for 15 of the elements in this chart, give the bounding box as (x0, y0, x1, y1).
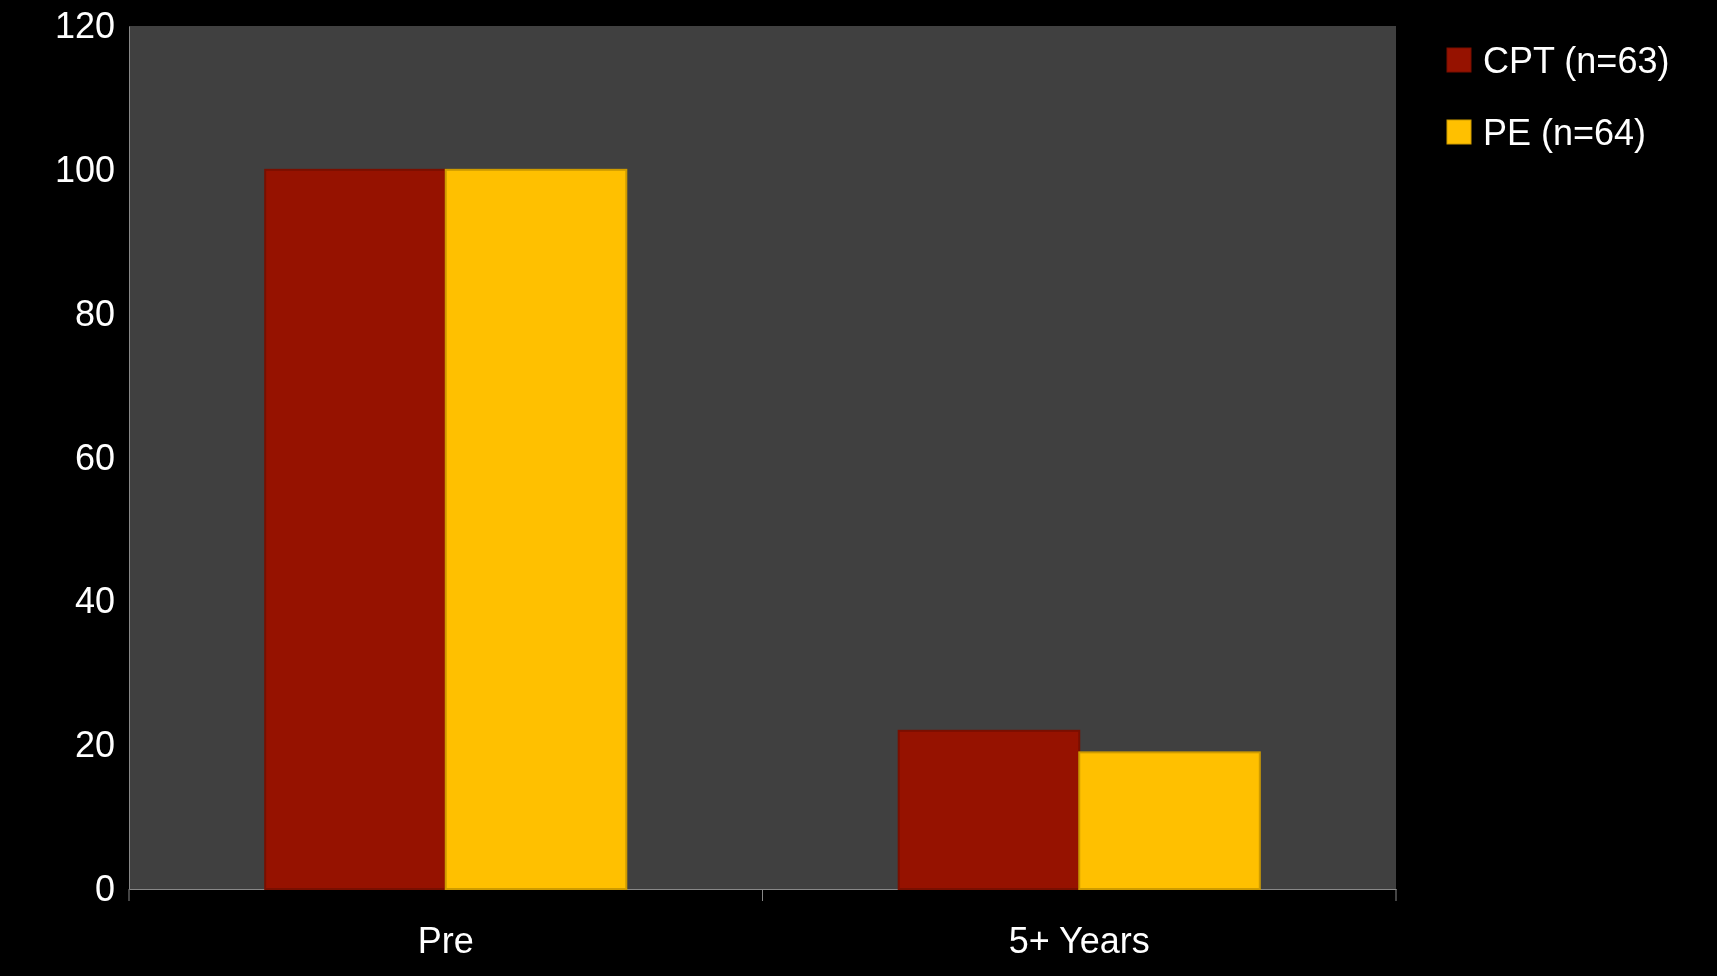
bar (264, 168, 447, 890)
y-tick-label: 120 (54, 5, 115, 47)
y-tick-label: 40 (74, 580, 115, 622)
x-tick-label: 5+ Years (1008, 919, 1150, 961)
y-tick-label: 20 (74, 724, 115, 766)
bar (1078, 751, 1261, 890)
x-tick-label: Pre (417, 919, 474, 961)
y-tick-label: 0 (94, 868, 115, 910)
legend-label: PE (n=64) (1483, 111, 1647, 153)
y-tick-label: 100 (54, 148, 115, 190)
bar (897, 729, 1081, 890)
y-tick-label: 60 (74, 436, 115, 478)
bar (444, 168, 628, 890)
legend-label: CPT (n=63) (1483, 39, 1670, 81)
y-tick-label: 80 (74, 292, 115, 334)
